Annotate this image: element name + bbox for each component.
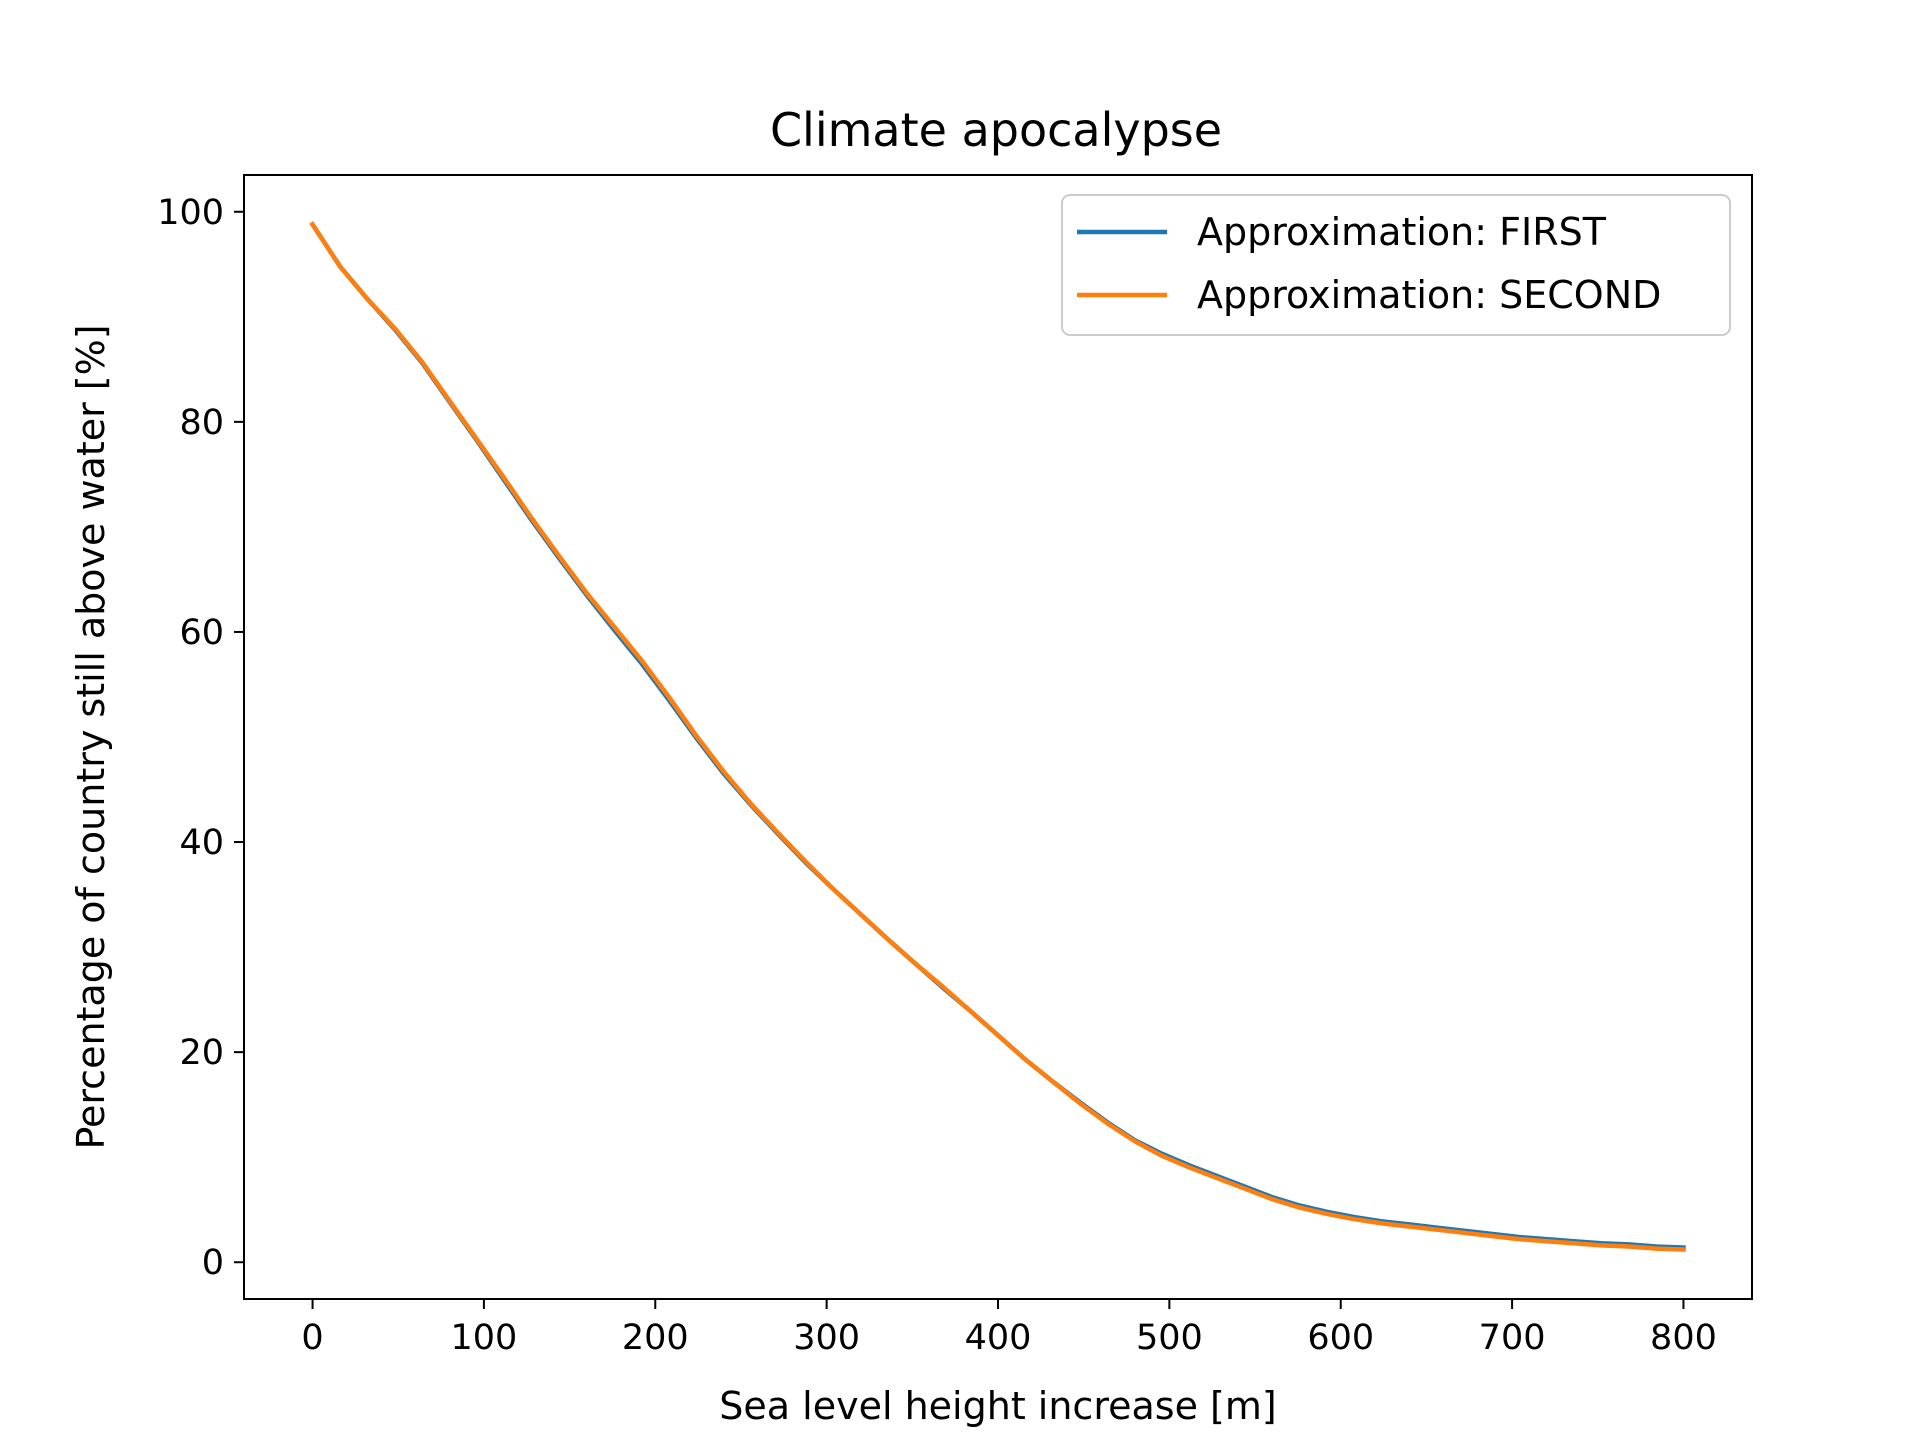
legend: Approximation: FIRST Approximation: SECO… (1061, 194, 1731, 336)
series-layer (309, 221, 1686, 1252)
legend-box (1061, 194, 1731, 336)
y-axis-label: Percentage of country still above water … (69, 324, 113, 1149)
y-tick-label: 0 (202, 1243, 224, 1283)
x-tick-label: 200 (622, 1318, 689, 1358)
y-axis: 0 20 40 60 80 100 (157, 193, 244, 1283)
legend-label-second: Approximation: SECOND (1197, 273, 1661, 317)
chart-title: Climate apocalypse (770, 103, 1222, 157)
series-line-second (309, 221, 1686, 1252)
legend-label-first: Approximation: FIRST (1197, 210, 1607, 254)
y-tick-label: 100 (157, 193, 224, 233)
x-tick-label: 100 (451, 1318, 518, 1358)
x-tick-label: 300 (793, 1318, 860, 1358)
x-tick-label: 0 (301, 1318, 323, 1358)
y-tick-label: 40 (179, 823, 224, 863)
x-axis-label: Sea level height increase [m] (719, 1384, 1276, 1428)
x-tick-label: 600 (1307, 1318, 1374, 1358)
x-tick-label: 500 (1136, 1318, 1203, 1358)
y-tick-label: 60 (179, 613, 224, 653)
x-tick-label: 800 (1650, 1318, 1717, 1358)
y-tick-label: 80 (179, 403, 224, 443)
x-tick-label: 400 (965, 1318, 1032, 1358)
x-tick-label: 700 (1479, 1318, 1546, 1358)
x-axis: 0 100 200 300 400 500 600 700 800 (301, 1299, 1717, 1358)
y-tick-label: 20 (179, 1033, 224, 1073)
